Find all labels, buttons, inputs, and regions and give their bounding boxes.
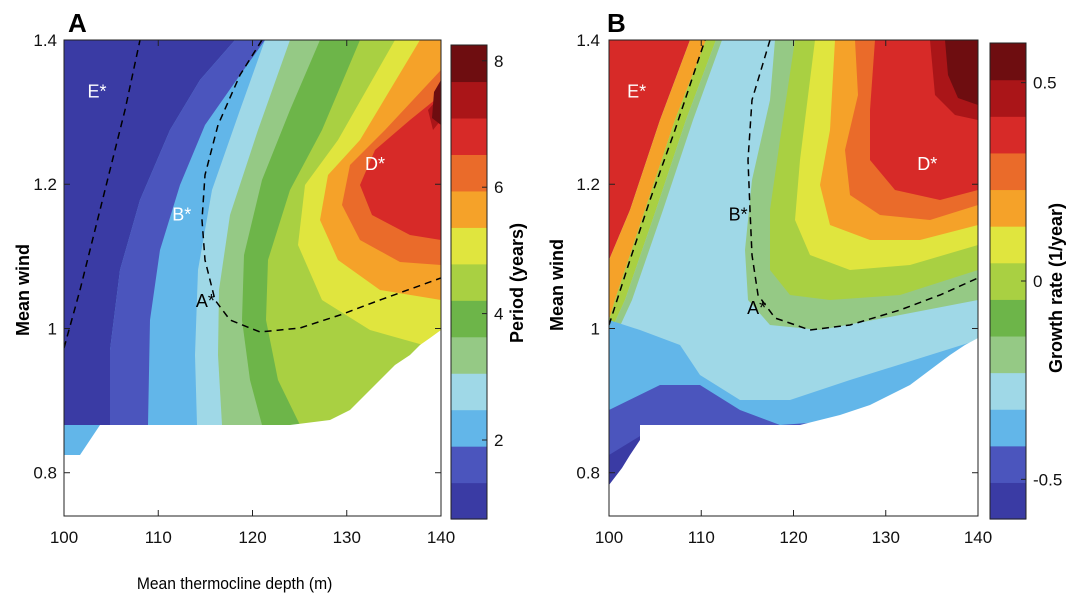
- colorbar-swatch: [451, 154, 487, 192]
- panel-b-letter: B: [607, 8, 626, 38]
- colorbar-tick-label: 2: [494, 431, 503, 450]
- x-tick-label: 140: [427, 528, 455, 547]
- y-tick-label: 1.2: [576, 175, 600, 194]
- colorbar-swatch: [451, 446, 487, 484]
- colorbar-swatch: [990, 299, 1026, 337]
- x-tick-label: 140: [964, 528, 992, 547]
- x-tick-label: 130: [872, 528, 900, 547]
- colorbar-swatch: [990, 482, 1026, 520]
- panel-b-colorbar-label: Growth rate (1/year): [1046, 203, 1066, 373]
- panel-a-colorbar: 2 4 6 8: [450, 44, 503, 520]
- colorbar-swatch: [990, 189, 1026, 227]
- y-tick-label: 1.4: [33, 31, 57, 50]
- dashed-contour: [201, 40, 441, 333]
- heat-band: [110, 40, 265, 425]
- colorbar-tick-label: 0.5: [1033, 74, 1057, 93]
- colorbar-tick-label: 6: [494, 178, 503, 197]
- panel-b: B 100 110 120 130 140 0.8 1 1.2 1.4 A* B* D* E* Mea…: [547, 8, 1066, 547]
- colorbar-swatch: [990, 445, 1026, 483]
- colorbar-swatch: [990, 79, 1026, 117]
- colorbar-tick-label: 0: [1033, 272, 1042, 291]
- colorbar-swatch: [990, 335, 1026, 374]
- x-tick-label: 110: [688, 528, 715, 547]
- y-tick-label: 0.8: [576, 464, 600, 483]
- x-tick-label: 100: [595, 528, 623, 547]
- colorbar-swatch: [990, 409, 1026, 447]
- y-tick-label: 1.4: [576, 31, 600, 50]
- colorbar-swatch: [451, 190, 487, 228]
- colorbar-swatch: [451, 336, 487, 374]
- x-tick-label: 120: [238, 528, 266, 547]
- colorbar-swatch: [451, 263, 487, 301]
- y-tick-label: 0.8: [33, 464, 57, 483]
- panel-a-colorbar-label: Period (years): [507, 223, 527, 343]
- colorbar-tick-label: 4: [494, 305, 503, 324]
- heat-band: [609, 40, 722, 350]
- point-label: A*: [747, 298, 766, 318]
- heat-band: [945, 40, 978, 105]
- colorbar-swatch: [451, 409, 487, 447]
- x-tick-label: 100: [50, 528, 78, 547]
- y-tick-label: 1: [48, 319, 57, 338]
- panel-a-x-axis-label: Mean thermocline depth (m): [137, 574, 333, 593]
- heat-band: [432, 80, 441, 125]
- point-label: A*: [196, 291, 215, 311]
- colorbar-swatch: [990, 262, 1026, 300]
- y-tick-label: 1: [591, 319, 600, 338]
- heat-band: [609, 40, 690, 260]
- colorbar-swatch: [990, 372, 1026, 410]
- colorbar-tick-label: -0.5: [1033, 470, 1062, 489]
- point-label: E*: [627, 82, 646, 102]
- colorbar-frame: [450, 44, 488, 520]
- heat-band: [360, 95, 441, 240]
- point-label: B*: [729, 204, 748, 224]
- colorbar-swatch: [990, 43, 1026, 81]
- panel-b-colorbar: -0.5 0 0.5: [989, 42, 1062, 520]
- panel-b-ticks: 100 110 120 130 140 0.8 1 1.2 1.4: [576, 31, 992, 547]
- panel-a-ticks: 100 110 120 130 140 0.8 1 1.2 1.4: [33, 31, 455, 547]
- colorbar-swatch: [451, 45, 487, 83]
- panel-b-y-axis-label: Mean wind: [547, 239, 567, 331]
- colorbar-swatch: [451, 81, 487, 119]
- panel-a: A 100 110 120 130 140 0.8 1 1.2 1.4 A* B* D* E* Mea…: [13, 8, 527, 593]
- no-data-region: [609, 338, 978, 516]
- panel-b-points: A* B* D* E*: [627, 82, 937, 318]
- panel-a-contour-lines: [64, 40, 441, 349]
- dashed-contour: [747, 40, 978, 331]
- x-tick-label: 120: [779, 528, 807, 547]
- colorbar-swatch: [451, 373, 487, 411]
- point-label: D*: [365, 154, 385, 174]
- colorbar-swatch: [451, 300, 487, 338]
- point-label: B*: [172, 204, 191, 224]
- x-tick-label: 130: [333, 528, 361, 547]
- point-label: D*: [917, 154, 937, 174]
- panel-a-points: A* B* D* E*: [87, 82, 385, 311]
- heat-band: [64, 40, 235, 425]
- colorbar-swatch: [990, 152, 1026, 191]
- point-label: E*: [87, 82, 106, 102]
- colorbar-swatch: [990, 116, 1026, 154]
- no-data-region: [64, 330, 441, 516]
- heat-band: [609, 40, 716, 335]
- panel-b-contour-lines: [609, 40, 978, 331]
- panel-a-y-axis-label: Mean wind: [13, 244, 33, 336]
- x-tick-label: 110: [145, 528, 172, 547]
- colorbar-swatch: [990, 226, 1026, 264]
- colorbar-swatch: [451, 227, 487, 265]
- colorbar-swatch: [451, 482, 487, 520]
- colorbar-swatch: [451, 117, 487, 155]
- y-tick-label: 1.2: [33, 175, 57, 194]
- panel-b-heatmap: [609, 40, 978, 516]
- panel-a-letter: A: [68, 8, 87, 38]
- colorbar-tick-label: 8: [494, 52, 503, 71]
- dashed-contour: [64, 40, 141, 349]
- panel-a-heatmap: [64, 40, 441, 516]
